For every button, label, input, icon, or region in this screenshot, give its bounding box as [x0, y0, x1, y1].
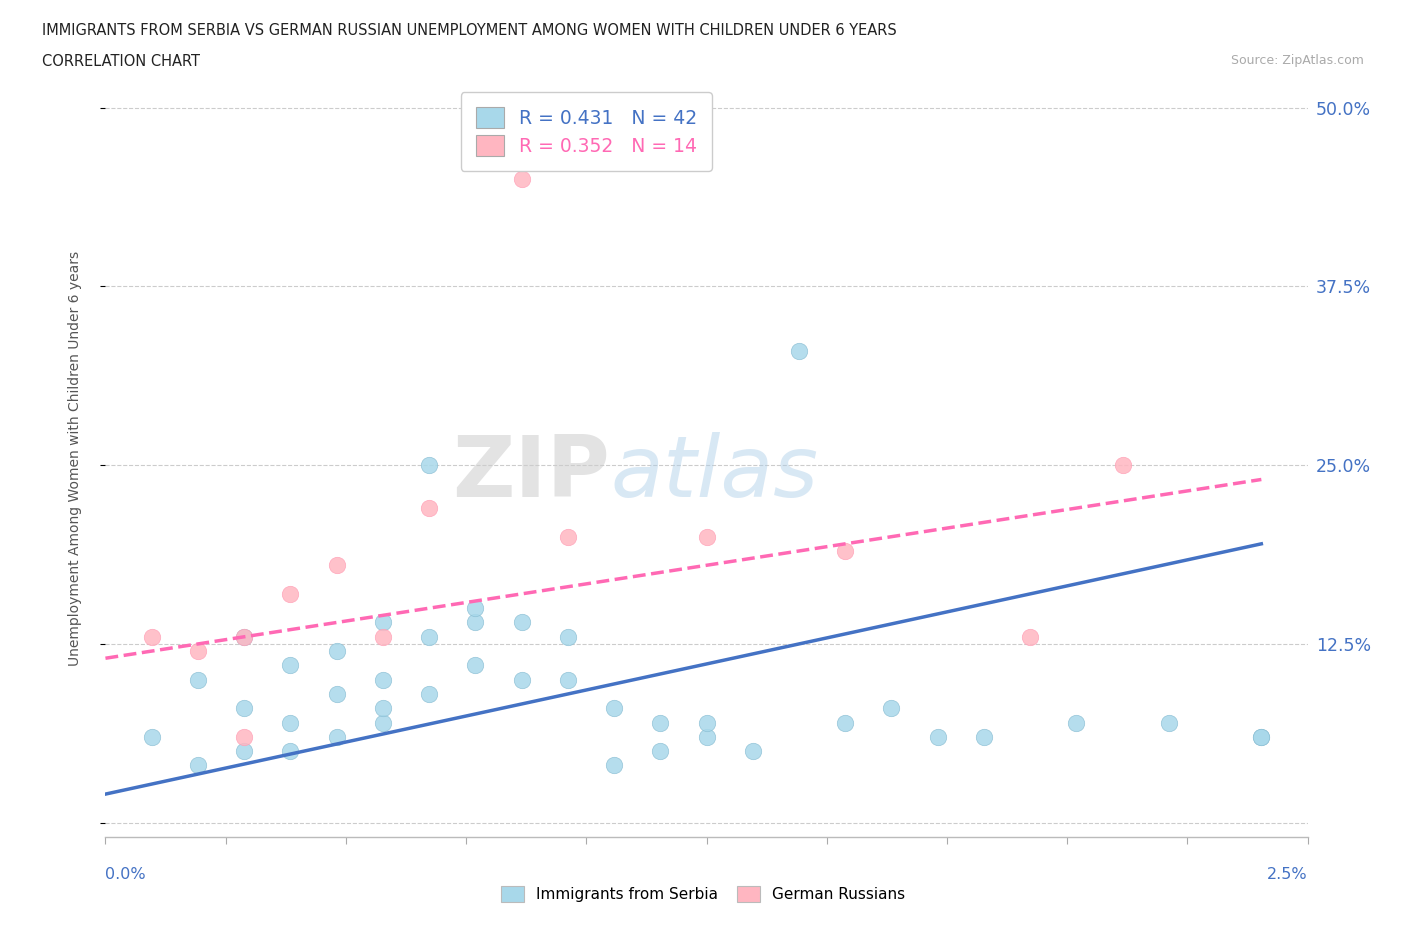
Point: [280, 744, 302, 759]
Point: [280, 587, 302, 602]
Point: [464, 658, 486, 672]
Point: [603, 701, 626, 716]
Point: [187, 758, 209, 773]
Point: [187, 644, 209, 658]
Point: [696, 529, 718, 544]
Text: ZIP: ZIP: [453, 432, 610, 514]
Legend: R = 0.431   N = 42, R = 0.352   N = 14: R = 0.431 N = 42, R = 0.352 N = 14: [461, 92, 711, 171]
Point: [696, 729, 718, 744]
Point: [650, 715, 672, 730]
Point: [325, 729, 347, 744]
Point: [741, 744, 763, 759]
Point: [464, 615, 486, 630]
Point: [557, 630, 579, 644]
Text: IMMIGRANTS FROM SERBIA VS GERMAN RUSSIAN UNEMPLOYMENT AMONG WOMEN WITH CHILDREN : IMMIGRANTS FROM SERBIA VS GERMAN RUSSIAN…: [42, 23, 897, 38]
Point: [1157, 715, 1180, 730]
Point: [510, 615, 533, 630]
Point: [187, 672, 209, 687]
Point: [834, 543, 856, 558]
Point: [973, 729, 995, 744]
Point: [510, 672, 533, 687]
Point: [141, 729, 163, 744]
Point: [233, 729, 256, 744]
Text: 2.5%: 2.5%: [1267, 867, 1308, 882]
Point: [418, 458, 440, 472]
Point: [233, 701, 256, 716]
Y-axis label: Unemployment Among Women with Children Under 6 years: Unemployment Among Women with Children U…: [67, 250, 82, 666]
Point: [696, 715, 718, 730]
Point: [371, 701, 394, 716]
Point: [280, 715, 302, 730]
Point: [371, 630, 394, 644]
Point: [371, 715, 394, 730]
Point: [650, 744, 672, 759]
Legend: Immigrants from Serbia, German Russians: Immigrants from Serbia, German Russians: [495, 880, 911, 909]
Point: [325, 686, 347, 701]
Point: [418, 686, 440, 701]
Point: [510, 172, 533, 187]
Point: [834, 715, 856, 730]
Point: [325, 644, 347, 658]
Point: [1019, 630, 1042, 644]
Point: [418, 500, 440, 515]
Point: [233, 630, 256, 644]
Point: [557, 529, 579, 544]
Point: [603, 758, 626, 773]
Point: [233, 630, 256, 644]
Point: [1250, 729, 1272, 744]
Point: [233, 744, 256, 759]
Point: [557, 672, 579, 687]
Text: 0.0%: 0.0%: [105, 867, 146, 882]
Point: [1066, 715, 1088, 730]
Text: CORRELATION CHART: CORRELATION CHART: [42, 54, 200, 69]
Point: [280, 658, 302, 672]
Point: [1250, 729, 1272, 744]
Point: [787, 343, 810, 358]
Point: [325, 558, 347, 573]
Point: [1111, 458, 1133, 472]
Point: [418, 630, 440, 644]
Point: [927, 729, 949, 744]
Text: atlas: atlas: [610, 432, 818, 514]
Text: Source: ZipAtlas.com: Source: ZipAtlas.com: [1230, 54, 1364, 67]
Point: [371, 615, 394, 630]
Point: [141, 630, 163, 644]
Point: [371, 672, 394, 687]
Point: [464, 601, 486, 616]
Point: [880, 701, 903, 716]
